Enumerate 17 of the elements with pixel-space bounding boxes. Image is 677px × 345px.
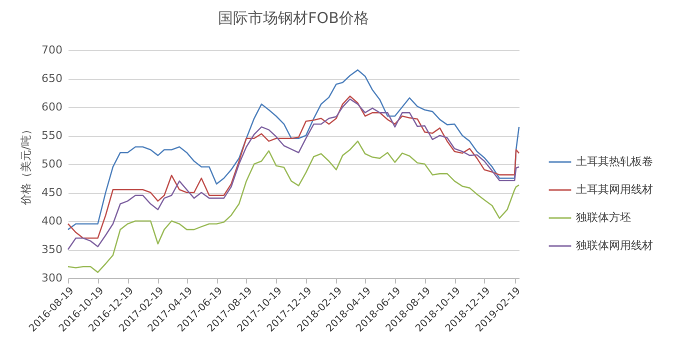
legend-label: 独联体方坯	[576, 211, 631, 224]
legend-label: 土耳其热轧板卷	[576, 155, 653, 168]
line-series	[67, 69, 520, 230]
y-tick-label: 700	[42, 44, 62, 56]
y-tick-label: 450	[42, 186, 62, 199]
y-tick-label: 650	[42, 72, 62, 85]
y-tick-label: 550	[42, 129, 62, 142]
y-tick-label: 350	[42, 243, 62, 256]
legend-label: 独联体网用线材	[576, 239, 653, 252]
y-axis-title: 价格（美元/吨）	[20, 124, 33, 206]
chart-title: 国际市场钢材FOB价格	[218, 9, 369, 27]
y-tick-label: 400	[42, 214, 62, 228]
y-tick-label: 500	[42, 158, 62, 170]
y-tick-label: 600	[42, 100, 62, 114]
legend-label: 土耳其网用线材	[576, 183, 653, 196]
line-series	[67, 140, 520, 273]
y-tick-label: 300	[42, 272, 62, 284]
